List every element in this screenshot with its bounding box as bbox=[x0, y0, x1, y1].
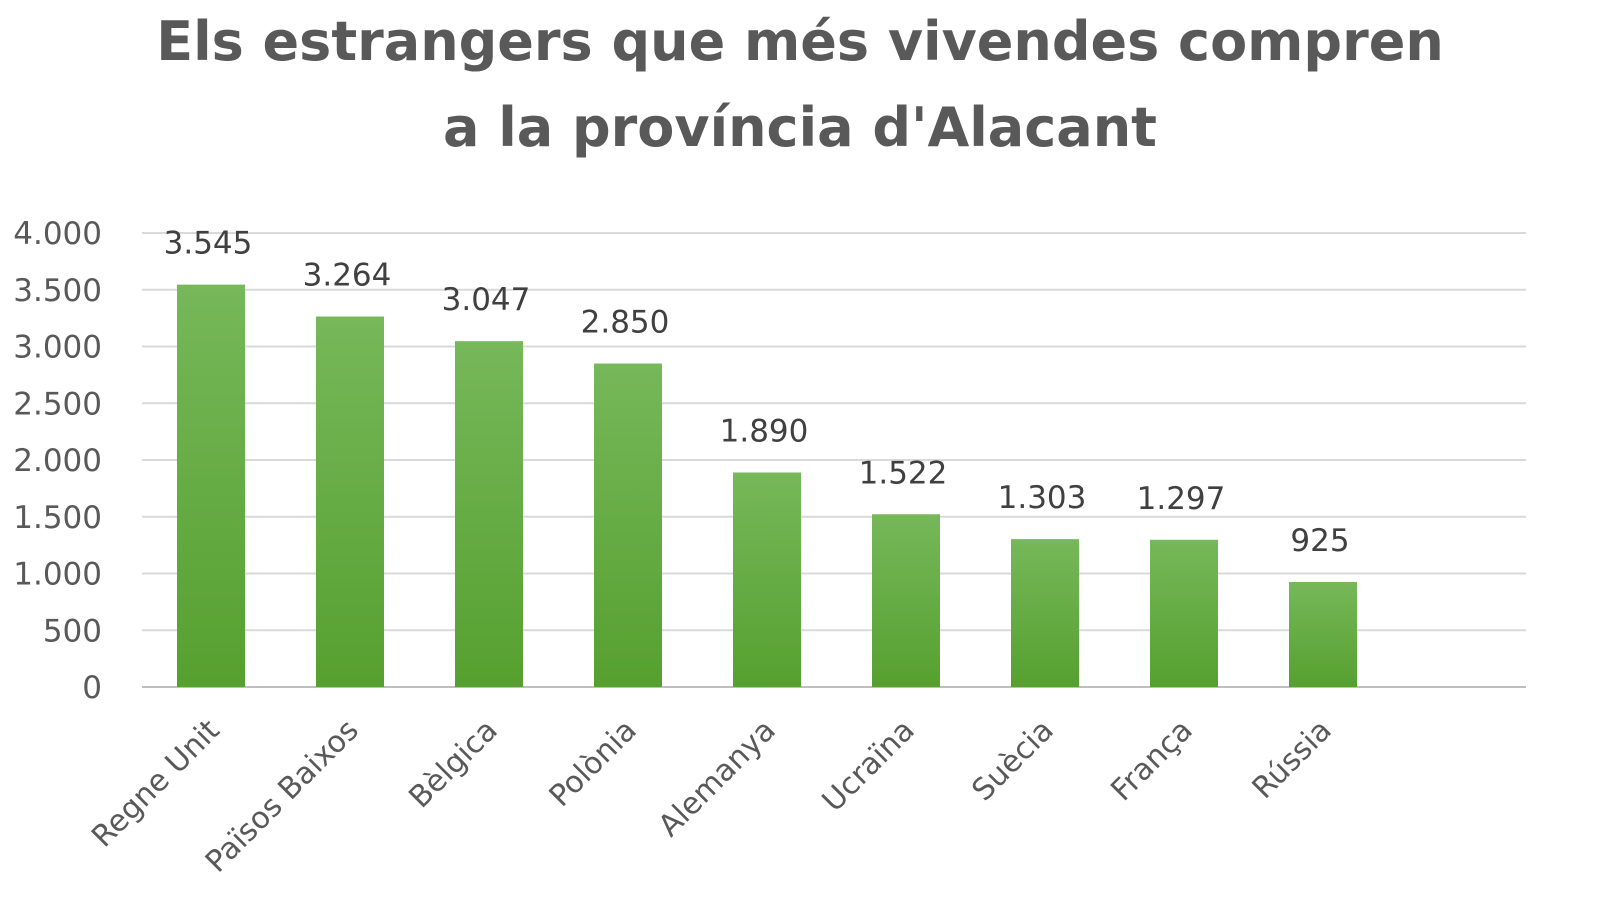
y-tick-label: 4.000 bbox=[13, 216, 102, 252]
y-axis-tick-labels: 0 500 1.000 1.500 2.000 2.500 3.000 3.500 4.000 bbox=[13, 216, 102, 706]
bars bbox=[177, 284, 1357, 687]
category-label: Regne Unit bbox=[85, 713, 227, 855]
bar bbox=[316, 316, 384, 687]
data-label: 1.297 bbox=[1137, 481, 1226, 517]
bar bbox=[1011, 539, 1079, 687]
data-label: 3.264 bbox=[303, 258, 392, 294]
y-tick-label: 3.000 bbox=[13, 330, 102, 366]
y-tick-label: 500 bbox=[43, 613, 102, 649]
category-label: Polònia bbox=[543, 713, 644, 814]
chart-title-line-2: a la província d'Alacant bbox=[443, 96, 1157, 159]
category-label: França bbox=[1104, 713, 1199, 808]
bar bbox=[455, 341, 523, 687]
chart-title-line-1: Els estrangers que més vivendes compren bbox=[156, 10, 1444, 73]
y-tick-label: 0 bbox=[82, 670, 102, 706]
y-tick-label: 1.500 bbox=[13, 500, 102, 536]
data-label: 3.047 bbox=[442, 282, 531, 318]
data-label: 925 bbox=[1290, 523, 1349, 559]
category-label: Alemanya bbox=[652, 713, 783, 844]
y-tick-label: 2.000 bbox=[13, 443, 102, 479]
bar bbox=[872, 514, 940, 687]
data-labels: 3.545 3.264 3.047 2.850 1.890 1.522 1.303 1.297… bbox=[164, 226, 1350, 559]
category-label: Ucraïna bbox=[816, 713, 922, 819]
category-label: Suècia bbox=[965, 713, 1060, 808]
bar bbox=[733, 472, 801, 687]
bar bbox=[1289, 582, 1357, 687]
data-label: 1.522 bbox=[859, 455, 948, 491]
y-tick-label: 3.500 bbox=[13, 273, 102, 309]
data-label: 2.850 bbox=[581, 305, 670, 341]
category-label: Bèlgica bbox=[402, 713, 504, 815]
bar bbox=[594, 363, 662, 687]
data-label: 1.303 bbox=[998, 480, 1087, 516]
y-tick-label: 1.000 bbox=[13, 557, 102, 593]
bar bbox=[1150, 539, 1218, 687]
data-label: 3.545 bbox=[164, 226, 253, 262]
data-label: 1.890 bbox=[720, 413, 809, 449]
y-tick-label: 2.500 bbox=[13, 386, 102, 422]
bar bbox=[177, 284, 245, 687]
chart-title: Els estrangers que més vivendes compren … bbox=[156, 10, 1444, 159]
category-label: Rússia bbox=[1246, 713, 1339, 806]
